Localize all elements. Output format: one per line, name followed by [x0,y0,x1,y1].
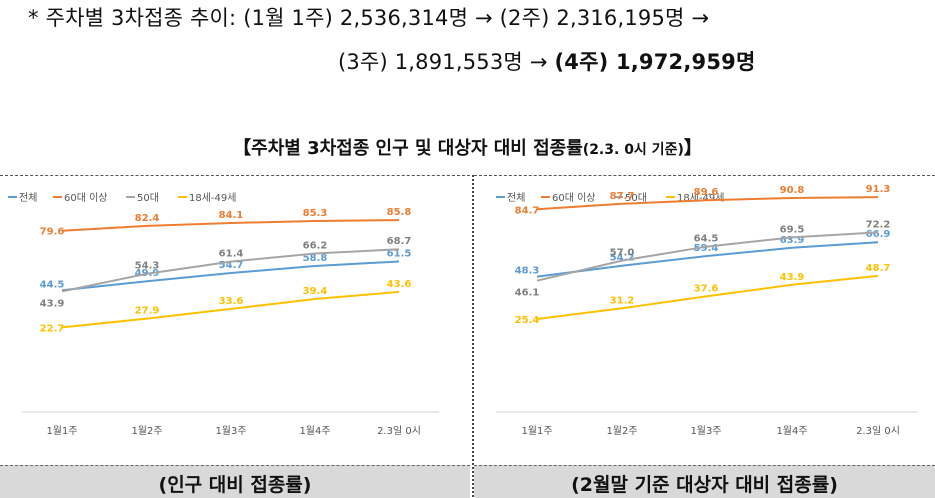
legend-entry: 18세-49세 [189,192,236,204]
x-tick-label: 1월4주 [776,425,807,437]
data-label: 27.9 [135,306,160,317]
x-tick-label: 1월3주 [690,425,721,437]
data-label: 43.9 [780,272,805,283]
legend-entry: 50대 [137,192,159,204]
data-label: 89.6 [694,187,719,198]
data-label: 37.6 [694,283,719,294]
x-tick-label: 1월1주 [46,425,77,437]
x-tick-label: 2.3일 0시 [377,425,421,437]
data-label: 68.7 [387,236,412,247]
data-label: 39.4 [303,286,328,297]
data-label: 31.2 [610,295,635,306]
data-label: 72.2 [866,219,891,230]
x-tick-label: 1월2주 [131,425,162,437]
chart-population-rate: 1월1주 1월2주 1월3주 1월4주 2.3일 0시 전체 60대 이상 50대 18세-49… [0,176,470,466]
data-label: 44.5 [40,279,65,290]
x-tick-label: 1월2주 [606,425,637,437]
data-label: 43.9 [40,298,65,309]
legend-entry: 전체 [19,192,37,204]
legend-entry: 60대 이상 [552,192,596,204]
data-label: 84.1 [219,210,244,221]
data-label: 43.6 [387,279,412,290]
x-tick-label: 1월1주 [521,425,552,437]
data-label: 87.7 [610,191,635,202]
data-label: 66.2 [303,241,328,252]
x-tick-label: 1월3주 [215,425,246,437]
caption-population-rate: (인구 대비 접종률) [0,465,470,498]
data-label: 82.4 [135,213,160,224]
data-label: 79.6 [40,227,65,238]
data-label: 84.7 [515,205,540,216]
chart-panel-population: 1월1주 1월2주 1월3주 1월4주 2.3일 0시 전체 60대 이상 50대 18세-49… [0,175,470,466]
data-label: 22.7 [40,323,65,334]
data-label: 25.4 [515,315,540,326]
note-line2-bold-text: (4주) 1,972,959명 [555,50,756,74]
series-line [62,220,399,231]
data-label: 85.8 [387,207,412,218]
legend-entry: 60대 이상 [64,192,108,204]
data-label: 91.3 [866,184,891,195]
x-tick-label: 1월4주 [299,425,330,437]
data-label: 48.3 [515,266,540,277]
data-label: 85.3 [303,208,328,219]
data-label: 46.1 [515,288,540,299]
data-label: 61.4 [219,249,244,260]
section-title-sub: (2.3. 0시 기준) [583,142,684,158]
data-label: 66.9 [866,229,891,240]
weekly-booster-note-line2: (3주) 1,891,553명 → (4주) 1,972,959명 [338,46,756,76]
series-line [537,276,878,319]
note-line2-text: (3주) 1,891,553명 → [338,50,555,74]
data-label: 33.6 [219,296,244,307]
weekly-booster-note-line1: * 주차별 3차접종 추이: (1월 1주) 2,536,314명 → (2주)… [28,2,709,32]
data-label: 64.5 [694,234,719,245]
data-label: 90.8 [780,185,805,196]
data-label: 54.3 [135,261,160,272]
x-tick-label: 2.3일 0시 [856,425,900,437]
caption-target-rate: (2월말 기준 대상자 대비 접종률) [474,465,935,498]
section-title-end: 】 [684,138,702,159]
section-title-main: 【주차별 3차접종 인구 및 대상자 대비 접종률 [233,138,583,159]
data-label: 69.5 [780,224,805,235]
section-title: 【주차별 3차접종 인구 및 대상자 대비 접종률(2.3. 0시 기준)】 [0,134,935,160]
data-label: 57.0 [610,248,635,259]
data-label: 48.7 [866,263,891,274]
legend-entry: 전체 [507,192,525,204]
